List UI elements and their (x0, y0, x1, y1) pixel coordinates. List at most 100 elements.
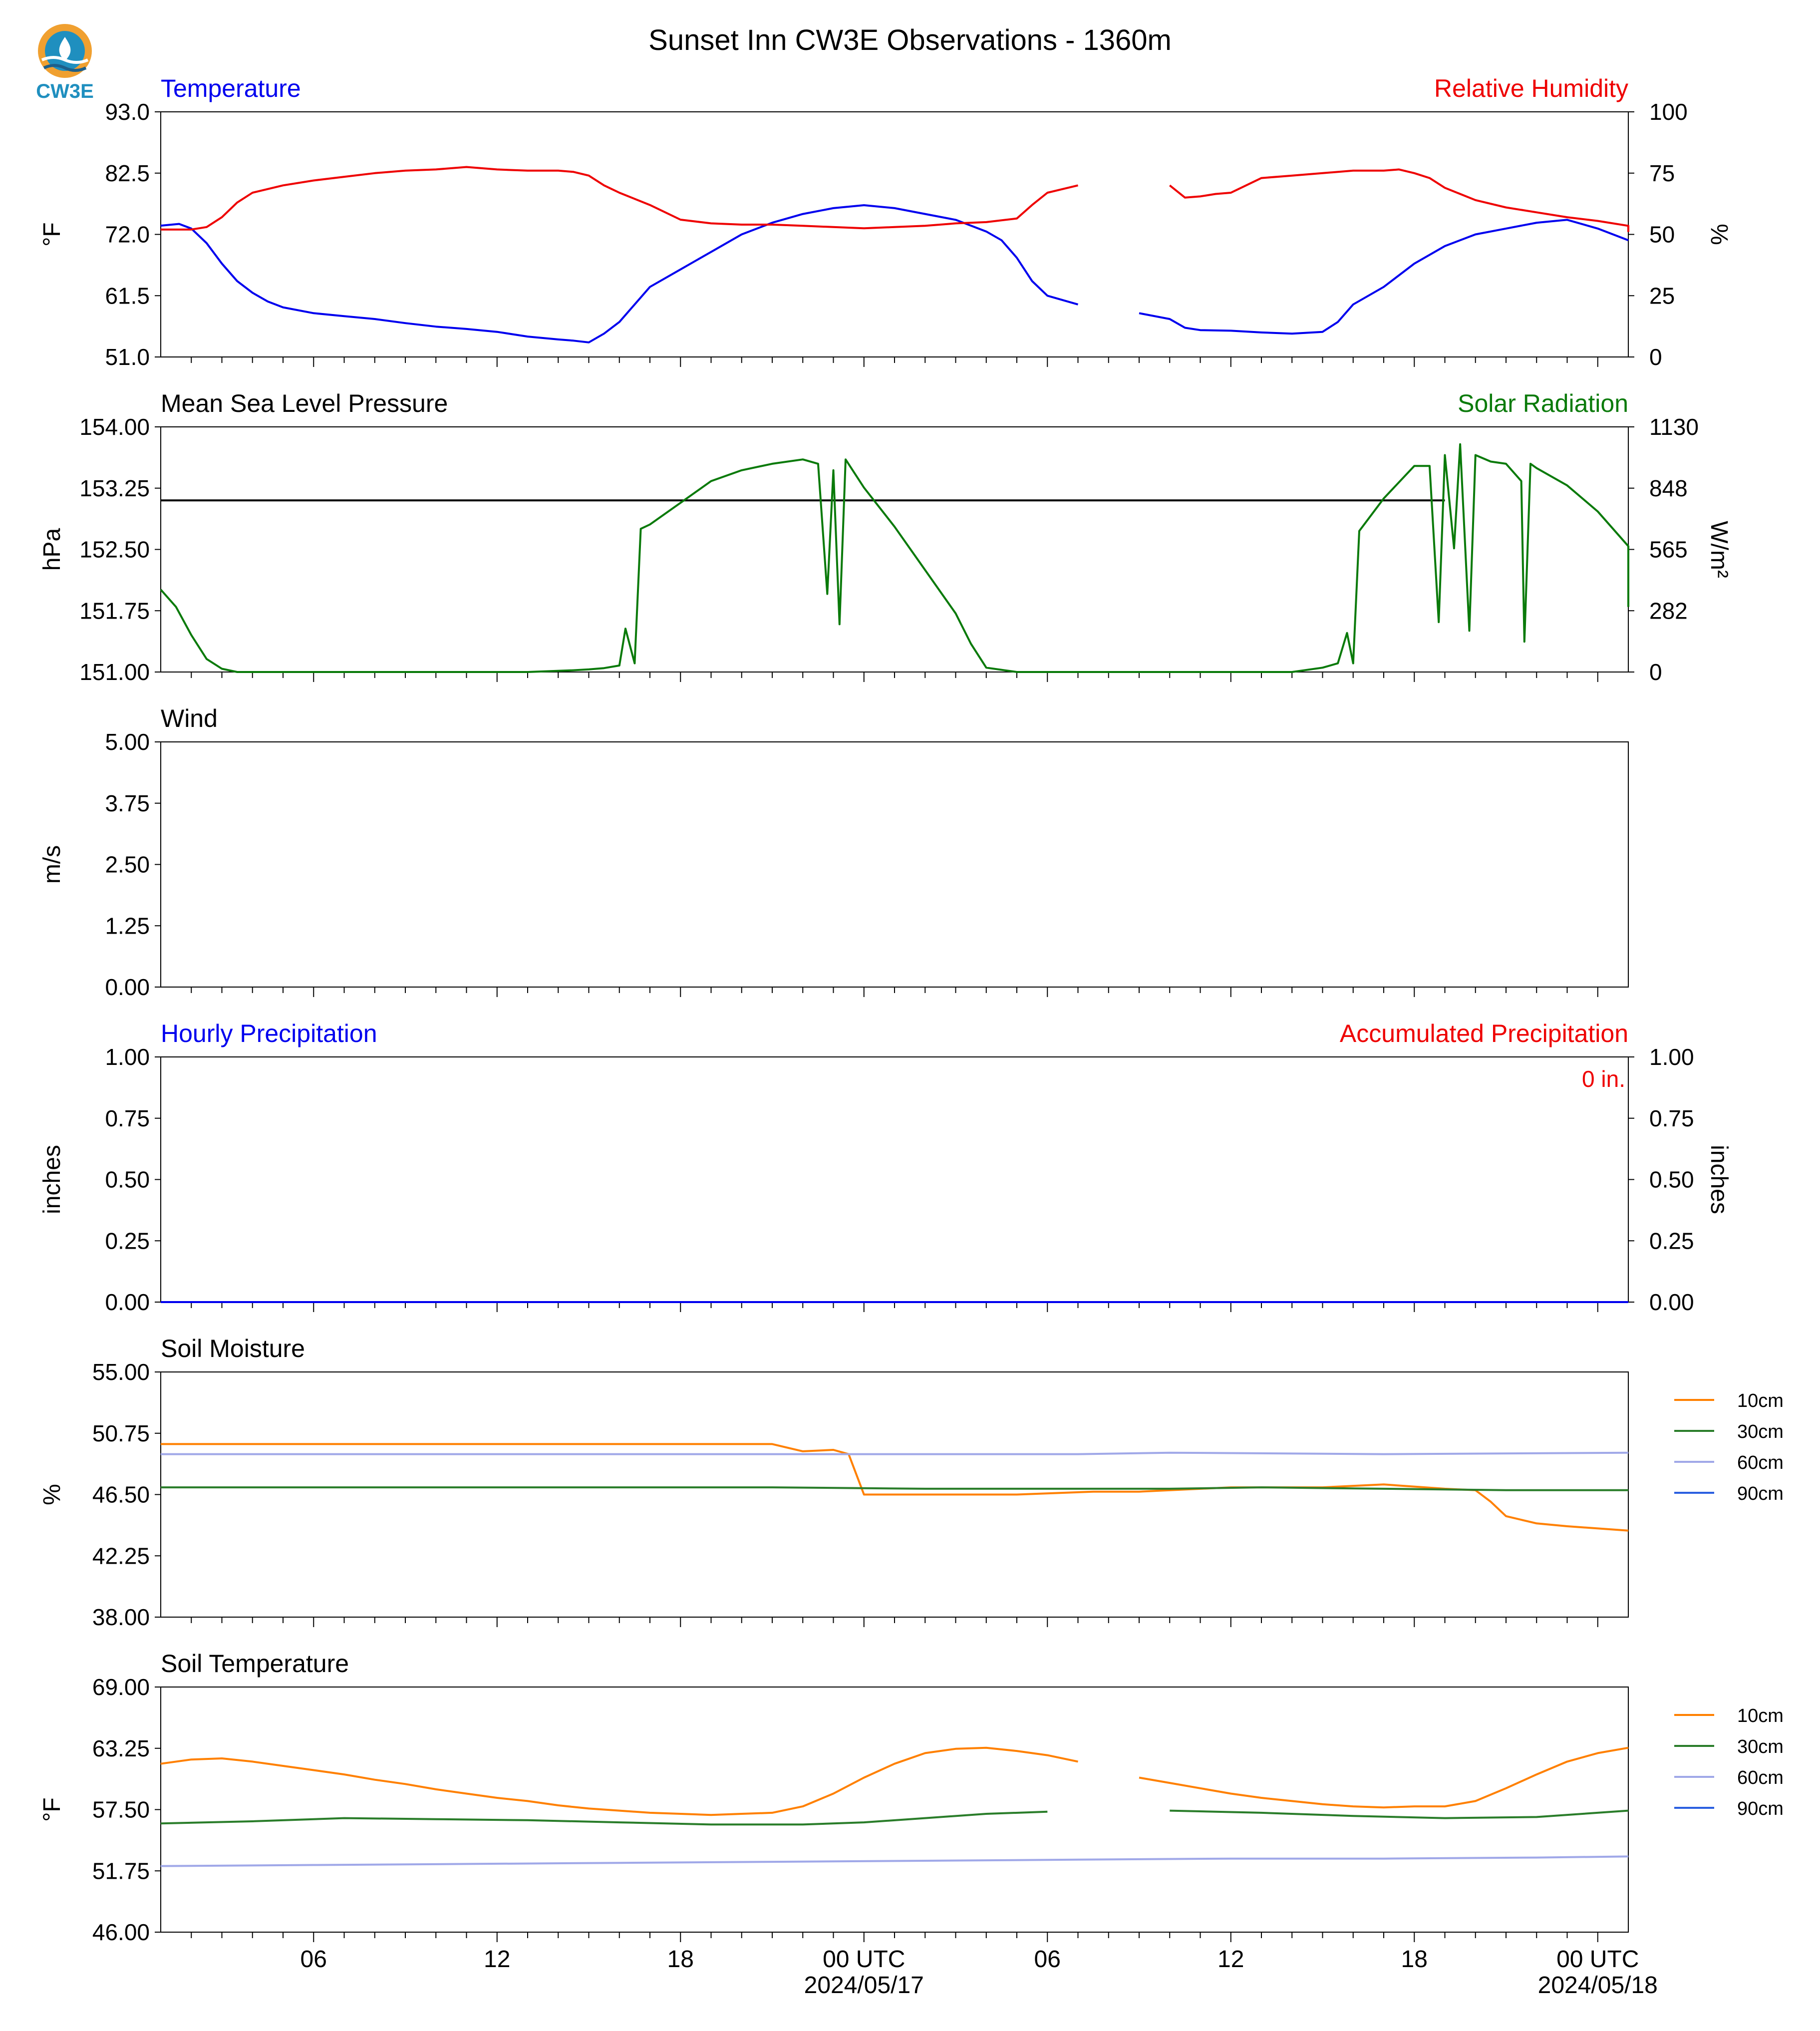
series-line-10cm (161, 1443, 1629, 1532)
y-tick-label: 46.00 (92, 1919, 150, 1945)
y-tick-label: 5.00 (105, 729, 150, 755)
y-right-tick-label: 100 (1649, 99, 1688, 125)
y-tick-label: 1.25 (105, 913, 150, 939)
y-right-axis-label: % (1706, 224, 1732, 245)
y-right-tick-label: 0.25 (1649, 1228, 1694, 1254)
y-right-tick-label: 0 (1649, 659, 1662, 685)
y-tick-label: 51.75 (92, 1858, 150, 1884)
y-right-tick-label: 25 (1649, 283, 1675, 309)
y-tick-label: 2.50 (105, 852, 150, 878)
y-tick-label: 152.50 (79, 537, 150, 563)
figure-title: Sunset Inn CW3E Observations - 1360m (648, 24, 1172, 56)
y-tick-label: 50.75 (92, 1420, 150, 1446)
series-line-left-0 (160, 204, 1079, 343)
x-tick-label: 00 UTC (823, 1946, 905, 1973)
panel-left-title: Wind (161, 704, 218, 732)
y-tick-label: 0.75 (105, 1105, 150, 1131)
legend-label: 60cm (1737, 1767, 1784, 1788)
panel-precipitation: 1.00 0.75 0.50 0.25 0.00 1.00 0.75 0.50 0.25 0.00… (39, 1019, 1732, 1315)
y-right-tick-label: 565 (1649, 537, 1688, 563)
legend-label: 60cm (1737, 1452, 1784, 1473)
x-tick-label: 18 (1401, 1946, 1428, 1973)
x-tick-label: 12 (1217, 1946, 1244, 1973)
y-tick-label: 61.5 (105, 283, 150, 309)
y-tick-label: 153.25 (79, 475, 150, 501)
y-tick-label: 1.00 (105, 1044, 150, 1070)
y-tick-label: 55.00 (92, 1359, 150, 1385)
x-tick-label: 18 (667, 1946, 694, 1973)
panel-left-title: Soil Moisture (161, 1335, 305, 1362)
y-axis-label: % (39, 1484, 65, 1505)
y-tick-label: 42.25 (92, 1543, 150, 1569)
x-tick-label: 06 (1034, 1946, 1061, 1973)
y-tick-label: 0.25 (105, 1228, 150, 1254)
panel-right-title: Accumulated Precipitation (1340, 1019, 1628, 1047)
y-tick-label: 69.00 (92, 1674, 150, 1700)
y-tick-label: 151.00 (79, 659, 150, 685)
x-tick-label: 00 UTC (1556, 1946, 1639, 1973)
panel-soil-temperature: 69.00 63.25 57.50 51.75 46.00 Soil Temperatur… (39, 1650, 1784, 1999)
y-tick-label: 151.75 (79, 598, 150, 624)
y-tick-label: 154.00 (79, 414, 150, 440)
x-date-label: 2024/05/18 (1538, 1972, 1658, 1999)
y-tick-label: 57.50 (92, 1797, 150, 1823)
series-line-30cm (160, 1810, 1048, 1826)
legend-label: 10cm (1737, 1390, 1784, 1411)
legend-label: 90cm (1737, 1483, 1784, 1504)
series-line-left-0 (1139, 219, 1629, 335)
panels: 93.0 82.5 72.0 61.5 51.0 100 75 50 25 0 Temperatur… (39, 74, 1784, 1999)
y-tick-label: 38.00 (92, 1604, 150, 1630)
y-axis-label: °F (39, 1797, 65, 1822)
y-axis-label: m/s (39, 845, 65, 884)
y-tick-label: 0.00 (105, 974, 150, 1000)
series-line-60cm (160, 1855, 1629, 1867)
series-line-30cm (1170, 1809, 1629, 1819)
y-tick-label: 93.0 (105, 99, 150, 125)
series-line-right-1 (1169, 168, 1629, 232)
x-date-label: 2024/05/17 (804, 1972, 924, 1999)
legend-label: 10cm (1737, 1705, 1784, 1726)
y-tick-label: 46.50 (92, 1482, 150, 1508)
y-right-tick-label: 0.75 (1649, 1105, 1694, 1131)
series-line-right-1 (161, 166, 1078, 231)
y-tick-label: 0.00 (105, 1289, 150, 1315)
series-line-10cm (160, 1746, 1078, 1816)
y-right-axis-label: inches (1706, 1145, 1732, 1214)
y-tick-label: 82.5 (105, 160, 150, 186)
y-axis-label: hPa (39, 528, 65, 571)
accumulated-total-label: 0 in. (1582, 1066, 1625, 1092)
y-tick-label: 72.0 (105, 222, 150, 248)
panel-left-title: Mean Sea Level Pressure (161, 389, 448, 417)
y-right-tick-label: 282 (1649, 598, 1688, 624)
panel-pressure-solar: 154.00 153.25 152.50 151.75 151.00 1130 848 565… (39, 389, 1732, 685)
y-right-axis-label: W/m² (1706, 521, 1732, 578)
series-line-right-1 (160, 443, 1629, 673)
series-line-30cm (161, 1486, 1628, 1491)
legend-label: 30cm (1737, 1736, 1784, 1757)
y-right-tick-label: 75 (1649, 160, 1675, 186)
legend-label: 30cm (1737, 1421, 1784, 1442)
y-axis-label: °F (39, 222, 65, 247)
panel-soil-moisture: 55.00 50.75 46.50 42.25 38.00 Soil Moisture% 1… (39, 1335, 1784, 1630)
y-tick-label: 63.25 (92, 1735, 150, 1761)
series-line-60cm (161, 1451, 1629, 1455)
series-line-10cm (1139, 1746, 1629, 1809)
y-tick-label: 3.75 (105, 790, 150, 816)
y-right-tick-label: 0 (1649, 344, 1662, 370)
panel-left-title: Temperature (161, 74, 301, 102)
panel-wind: 5.00 3.75 2.50 1.25 0.00 Wind m/s (39, 704, 1629, 1000)
y-tick-label: 0.50 (105, 1167, 150, 1193)
y-tick-label: 51.0 (105, 344, 150, 370)
x-tick-label: 06 (301, 1946, 327, 1973)
y-right-tick-label: 1130 (1649, 414, 1699, 440)
x-tick-label: 12 (484, 1946, 510, 1973)
y-right-tick-label: 848 (1649, 475, 1688, 501)
legend-label: 90cm (1737, 1798, 1784, 1819)
y-axis-label: inches (39, 1145, 65, 1214)
y-right-tick-label: 0.00 (1649, 1289, 1694, 1315)
panel-left-title: Hourly Precipitation (161, 1019, 377, 1047)
logo-text: CW3E (36, 80, 94, 102)
